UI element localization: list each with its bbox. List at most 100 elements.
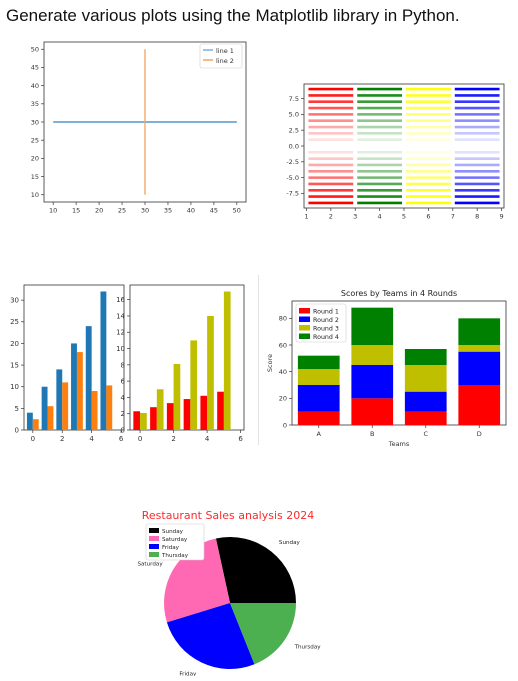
- stacked-chart-x-tick-label: A: [317, 430, 322, 438]
- stacked-bar-segment: [404, 411, 447, 425]
- stacked-bar-chart-panel: Scores by Teams in 4 Rounds A B C D 0 20 40 60 80…: [262, 285, 510, 450]
- stacked-legend-swatch: [299, 325, 310, 331]
- stacked-bar-chart: Scores by Teams in 4 Rounds A B C D 0 20 40 60 80…: [266, 289, 507, 448]
- grouped-bar-2-bar-s1: [200, 395, 208, 430]
- stacked-chart-xlabel: Teams: [388, 440, 410, 448]
- line-chart-x-tick-label: 30: [141, 207, 149, 215]
- stacked-legend-swatch: [299, 308, 310, 314]
- segments-chart-x-tick-label: 7: [451, 213, 455, 221]
- stacked-bar-segment: [458, 385, 501, 425]
- grouped-bar-chart-2-panel: 0 2 4 6 0 2 4 6 8 10 12 14 16: [114, 280, 250, 450]
- grouped-bar-2-bar-s2: [156, 389, 164, 430]
- line-chart-x-tick-label: 40: [187, 207, 195, 215]
- pie-chart-panel: Restaurant Sales analysis 2024 Sunday Satu…: [120, 502, 325, 677]
- grouped-bar-1-x-tick-label: 4: [89, 435, 94, 443]
- grouped-bar-1-bar-s1: [56, 369, 63, 430]
- grouped-bar-2-y-tick-label: 0: [121, 426, 125, 434]
- stacked-bar-segment: [351, 307, 394, 345]
- line-chart-y-tick-label: 15: [31, 173, 39, 181]
- stacked-chart-y-tick-label: 60: [279, 341, 287, 349]
- stacked-bar-segment: [458, 345, 501, 352]
- stacked-chart-y-tick-label: 0: [283, 421, 287, 429]
- segments-chart-y-tick-label: -2.5: [286, 158, 299, 166]
- line-chart-x-tick-label: 20: [95, 207, 103, 215]
- pie-slice-thursday: [230, 603, 296, 665]
- stacked-chart-y-tick-label: 40: [279, 368, 287, 376]
- grouped-bar-1-bar-s1: [100, 291, 107, 430]
- page-heading: Generate various plots using the Matplot…: [6, 6, 460, 25]
- stacked-chart-x-tick-label: B: [370, 430, 374, 438]
- grouped-bar-2-bar-s1: [166, 403, 174, 430]
- grouped-bar-1-y-tick-label: 0: [15, 426, 19, 434]
- grouped-bar-1-x-tick-label: 6: [119, 435, 124, 443]
- grouped-bar-1-y-tick-label: 15: [10, 362, 19, 370]
- grouped-bar-1-y-tick-label: 25: [10, 318, 19, 326]
- section-divider: [258, 275, 259, 445]
- stacked-legend-label: Round 3: [313, 326, 339, 333]
- grouped-bar-2-bar-s2: [223, 291, 231, 430]
- grouped-bar-2-y-tick-label: 8: [121, 361, 125, 369]
- segments-chart-y-tick-label: 5.0: [289, 111, 299, 119]
- legend-label-1: line 1: [216, 47, 234, 55]
- pie-legend-swatch: [149, 528, 159, 533]
- grouped-bar-2-bar-s2: [190, 340, 198, 430]
- grouped-bar-2-x-tick-label: 0: [138, 435, 142, 443]
- grouped-bar-1-bar-s2: [76, 352, 83, 430]
- line-chart-y-tick-label: 35: [31, 100, 39, 108]
- line-chart-y-tick-label: 10: [31, 191, 39, 199]
- line-chart-x-tick-label: 45: [210, 207, 218, 215]
- stacked-chart-ylabel: Score: [266, 354, 274, 372]
- grouped-bar-2-bar-s1: [133, 411, 141, 430]
- grouped-bar-2-y-tick-label: 16: [116, 296, 125, 304]
- stacked-chart-axes-frame: [291, 300, 507, 426]
- stacked-bar-segment: [351, 365, 394, 399]
- grouped-bar-2-y-tick-label: 10: [116, 345, 125, 353]
- segments-chart: 1 2 3 4 5 6 7 8 9 -7.5 -5.0 -2.5 0.0 2.5 5.0 7.5: [286, 83, 505, 221]
- grouped-bar-1-x-tick-label: 2: [60, 435, 64, 443]
- segments-chart-x-tick-label: 8: [475, 213, 479, 221]
- grouped-bar-1-bar-s1: [85, 326, 92, 430]
- stacked-legend-label: Round 4: [313, 334, 339, 341]
- stacked-bar-segment: [404, 365, 447, 392]
- pie-slice-label: Saturday: [137, 562, 163, 568]
- grouped-bar-1-bar-s1: [26, 412, 33, 430]
- segments-chart-x-tick-label: 9: [499, 213, 503, 221]
- line-chart-x-tick-label: 10: [49, 207, 57, 215]
- grouped-bar-1-y-tick-label: 20: [10, 340, 19, 348]
- grouped-bar-2-y-tick-label: 2: [121, 410, 125, 418]
- segments-chart-x-tick-label: 4: [378, 213, 382, 221]
- grouped-bar-2-bar-s1: [183, 399, 191, 430]
- segments-chart-y-tick-label: -7.5: [286, 190, 299, 198]
- line-chart-x-tick-label: 15: [72, 207, 80, 215]
- stacked-chart-x-tick-label: C: [423, 430, 428, 438]
- pie-legend-box: [145, 523, 205, 561]
- grouped-bar-2-bar-s2: [173, 364, 181, 430]
- stacked-legend-swatch: [299, 316, 310, 322]
- stacked-bar-segment: [404, 391, 447, 412]
- stacked-bar-segment: [458, 351, 501, 385]
- pie-chart: Restaurant Sales analysis 2024 Sunday Satu…: [137, 509, 321, 677]
- grouped-bar-2-x-tick-label: 6: [238, 435, 243, 443]
- grouped-bar-1-bar-s2: [91, 391, 98, 430]
- stacked-chart-y-tick-label: 20: [279, 395, 287, 403]
- stacked-bar-segment: [404, 349, 447, 365]
- line-chart-x-tick-label: 25: [118, 207, 126, 215]
- pie-legend-swatch: [149, 536, 159, 541]
- pie-chart-title: Restaurant Sales analysis 2024: [142, 509, 315, 522]
- line-chart-panel: 10 15 20 25 30 35 40 45 50 10 15 20 25 30 35 40 45 50 line…: [10, 38, 260, 228]
- stacked-chart-title: Scores by Teams in 4 Rounds: [341, 289, 457, 298]
- pie-legend-label: Friday: [162, 545, 180, 551]
- stacked-legend-label: Round 1: [313, 309, 339, 316]
- legend-label-2: line 2: [216, 57, 234, 65]
- grouped-bar-2-bar-s1: [150, 407, 157, 430]
- stacked-chart-x-tick-label: D: [477, 430, 482, 438]
- segments-chart-x-tick-label: 3: [353, 213, 357, 221]
- pie-legend-label: Thursday: [161, 553, 189, 559]
- stacked-bar-segment: [351, 398, 394, 425]
- grouped-bar-chart-1-panel: 0 2 4 6 0 5 10 15 20 25 30: [6, 280, 128, 450]
- grouped-bar-1-y-tick-label: 5: [15, 405, 19, 413]
- line-chart-y-tick-label: 25: [31, 136, 39, 144]
- grouped-bar-2-x-tick-label: 4: [205, 435, 210, 443]
- pie-legend-label: Saturday: [162, 537, 188, 543]
